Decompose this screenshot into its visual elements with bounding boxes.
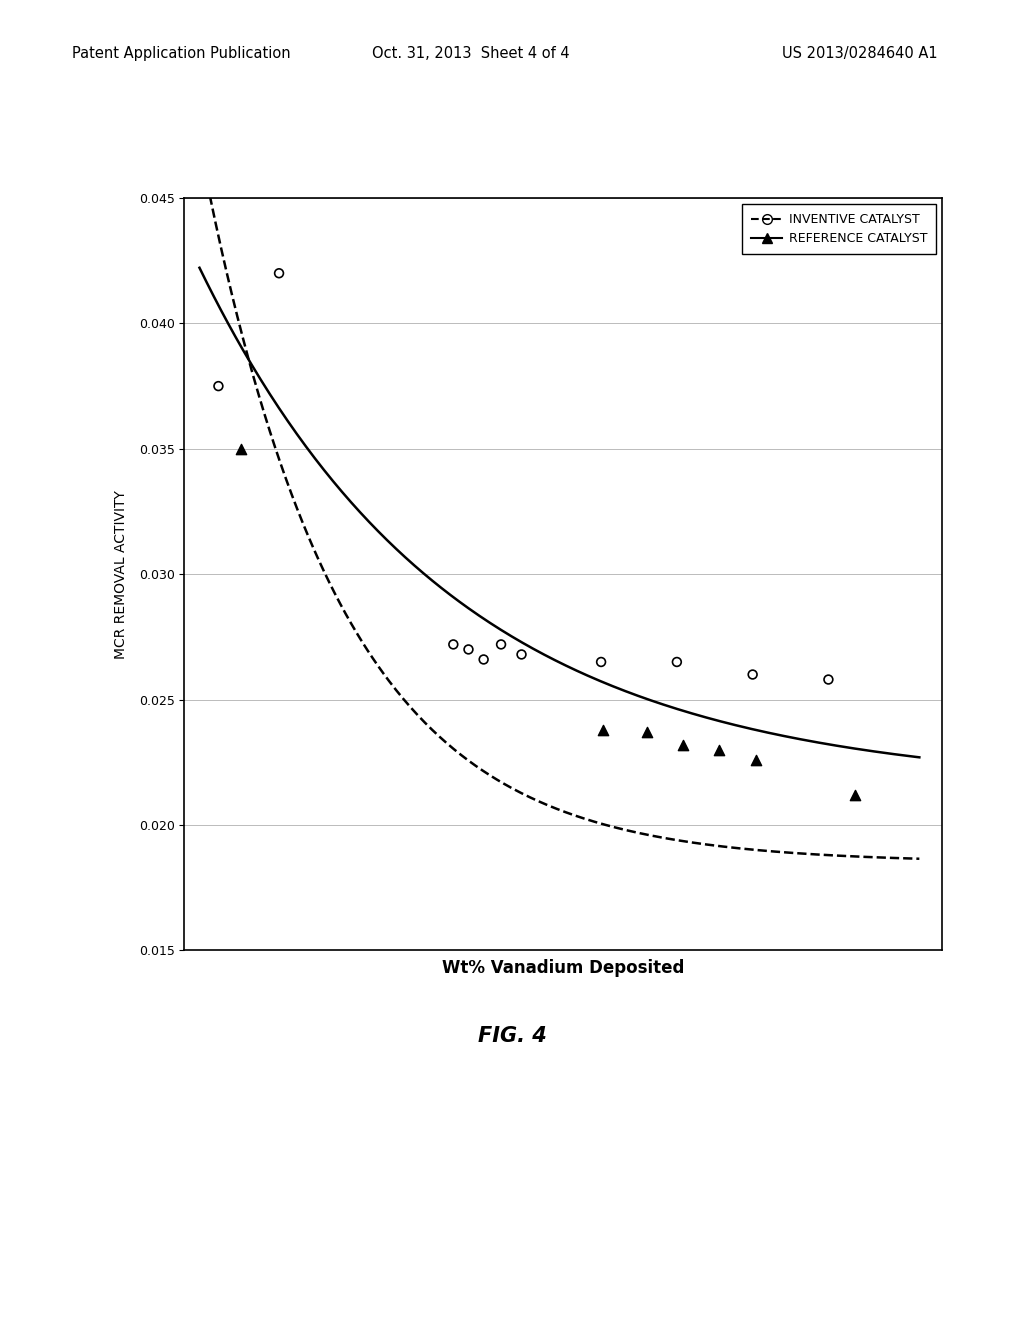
Point	[460, 639, 476, 660]
Y-axis label: MCR REMOVAL ACTIVITY: MCR REMOVAL ACTIVITY	[114, 490, 128, 659]
Point	[594, 719, 610, 741]
Point	[232, 438, 250, 459]
Point	[513, 644, 529, 665]
Point	[593, 652, 609, 673]
Point	[445, 634, 462, 655]
Point	[847, 784, 863, 805]
Text: Oct. 31, 2013  Sheet 4 of 4: Oct. 31, 2013 Sheet 4 of 4	[373, 46, 569, 61]
Point	[270, 263, 287, 284]
Point	[749, 750, 765, 771]
Point	[210, 375, 226, 396]
Legend: INVENTIVE CATALYST, REFERENCE CATALYST: INVENTIVE CATALYST, REFERENCE CATALYST	[742, 205, 936, 253]
Point	[711, 739, 727, 760]
Text: Patent Application Publication: Patent Application Publication	[72, 46, 291, 61]
Point	[675, 734, 691, 755]
Point	[493, 634, 509, 655]
Point	[669, 652, 685, 673]
Text: US 2013/0284640 A1: US 2013/0284640 A1	[782, 46, 938, 61]
Point	[475, 649, 492, 671]
Text: FIG. 4: FIG. 4	[477, 1026, 547, 1047]
Point	[744, 664, 761, 685]
X-axis label: Wt% Vanadium Deposited: Wt% Vanadium Deposited	[442, 958, 684, 977]
Point	[820, 669, 837, 690]
Point	[638, 722, 654, 743]
